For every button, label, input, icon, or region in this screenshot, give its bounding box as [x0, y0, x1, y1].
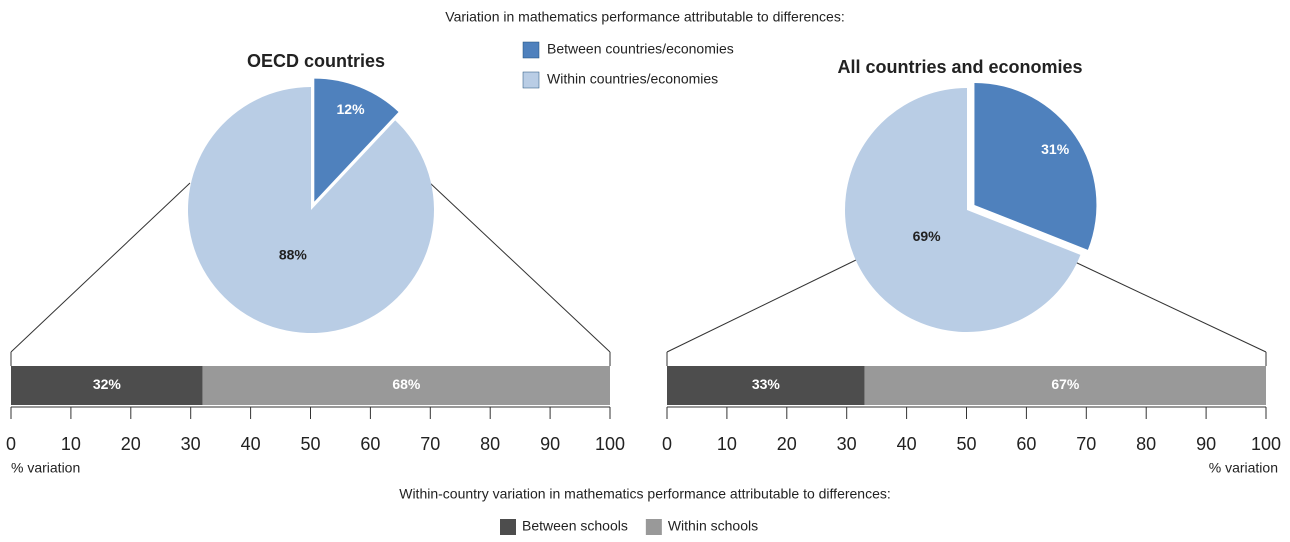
- pie-slice: [974, 82, 1097, 250]
- pie-slice: [844, 88, 1081, 332]
- x-tick-label: 60: [360, 434, 380, 454]
- x-axis-label: % variation: [1209, 460, 1278, 476]
- x-tick-label: 10: [61, 434, 81, 454]
- x-tick-label: 10: [717, 434, 737, 454]
- x-tick-label: 0: [662, 434, 672, 454]
- x-tick-label: 70: [420, 434, 440, 454]
- x-tick-label: 50: [300, 434, 320, 454]
- x-tick-label: 50: [956, 434, 976, 454]
- x-tick-label: 100: [1251, 434, 1281, 454]
- legend-swatch: [522, 71, 540, 89]
- bar-segment: [11, 366, 203, 405]
- pie-slice: [314, 78, 399, 202]
- x-tick-label: 90: [540, 434, 560, 454]
- pie-title: All countries and economies: [837, 57, 1082, 77]
- x-tick-label: 60: [1016, 434, 1036, 454]
- pie-title: OECD countries: [247, 51, 385, 71]
- connector: [666, 259, 857, 353]
- bar-segment: [864, 366, 1266, 405]
- data-label: 67%: [1051, 376, 1080, 392]
- data-label: 31%: [1041, 141, 1070, 157]
- legend-swatch: [645, 519, 662, 535]
- connector: [429, 182, 611, 353]
- x-tick-label: 90: [1196, 434, 1216, 454]
- data-label: 68%: [392, 376, 421, 392]
- data-label: 33%: [752, 376, 781, 392]
- x-tick-label: 20: [121, 434, 141, 454]
- x-tick-label: 0: [6, 434, 16, 454]
- legend-title: Variation in mathematics performance att…: [445, 9, 844, 25]
- connector: [10, 182, 191, 353]
- data-label: 69%: [913, 228, 942, 244]
- bar-segment: [202, 366, 610, 405]
- x-tick-label: 30: [181, 434, 201, 454]
- x-tick-label: 40: [897, 434, 917, 454]
- bar-segment: [667, 366, 865, 405]
- legend-swatch: [500, 519, 516, 535]
- x-tick-label: 80: [480, 434, 500, 454]
- footer-legend-title: Within-country variation in mathematics …: [399, 486, 891, 502]
- legend-swatch: [522, 41, 540, 59]
- legend-label: Within countries/economies: [547, 71, 718, 87]
- legend-label: Between countries/economies: [547, 41, 734, 57]
- x-tick-label: 70: [1076, 434, 1096, 454]
- x-tick-label: 80: [1136, 434, 1156, 454]
- pie-slice: [187, 87, 434, 333]
- x-tick-label: 20: [777, 434, 797, 454]
- x-tick-label: 100: [595, 434, 625, 454]
- legend-label: Within schools: [668, 518, 758, 534]
- legend-label: Between schools: [522, 518, 628, 534]
- data-label: 12%: [337, 101, 366, 117]
- x-tick-label: 40: [241, 434, 261, 454]
- data-label: 32%: [93, 376, 122, 392]
- x-axis-label: % variation: [11, 460, 80, 476]
- x-tick-label: 30: [837, 434, 857, 454]
- connector: [1074, 261, 1267, 353]
- data-label: 88%: [279, 246, 308, 262]
